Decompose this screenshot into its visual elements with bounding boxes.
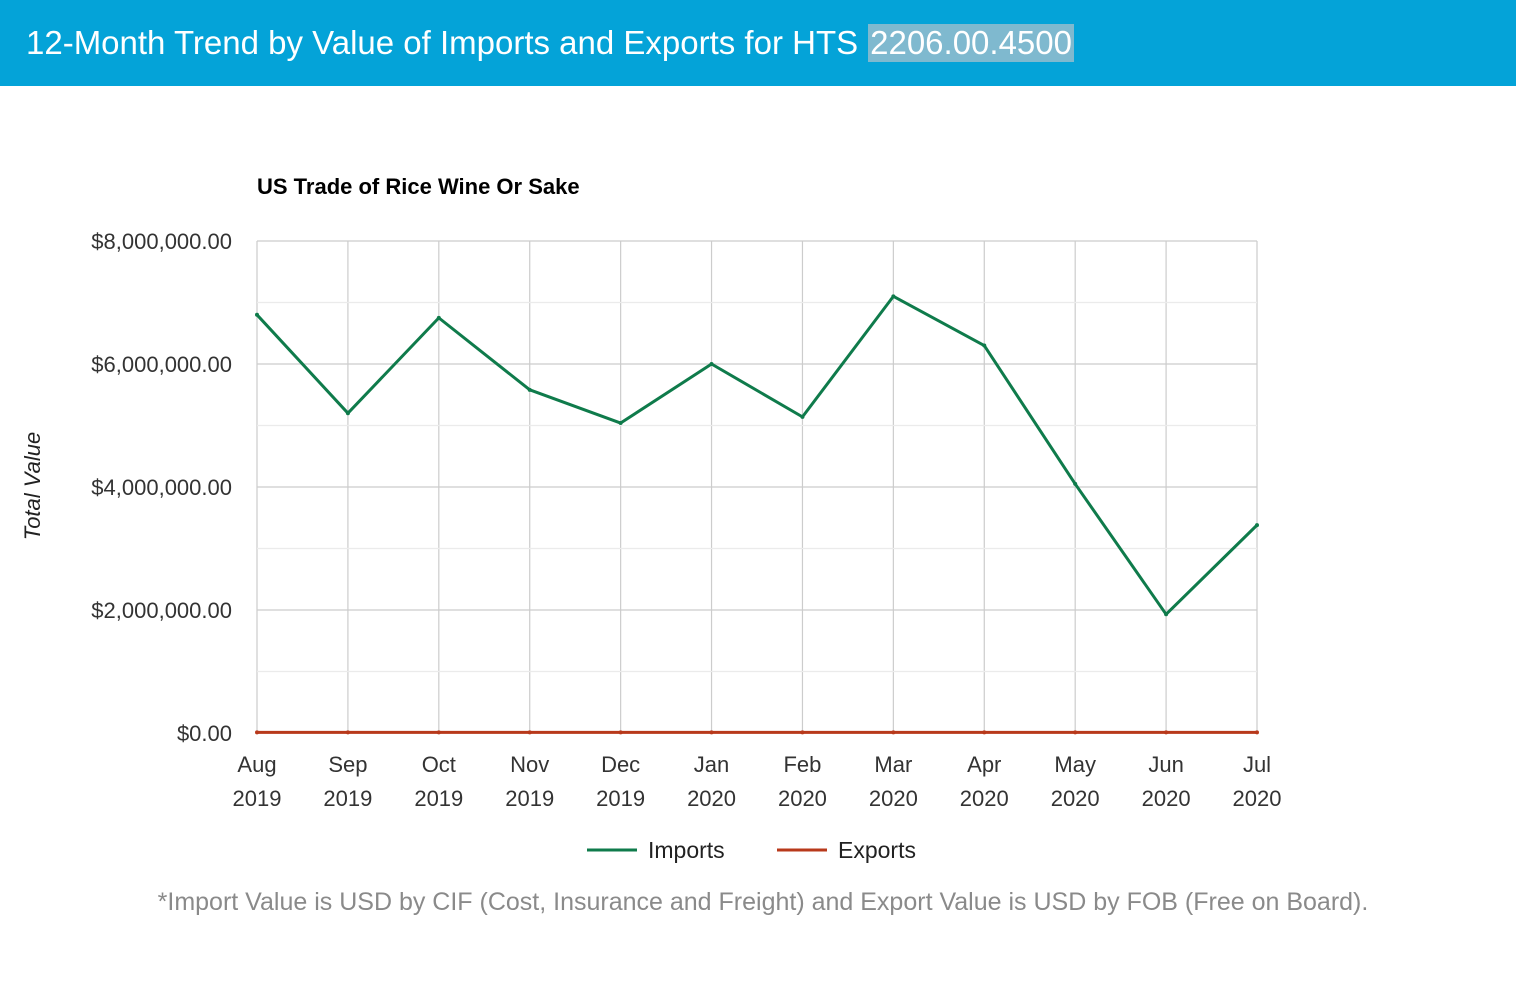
y-tick-label: $4,000,000.00 [91,475,232,500]
x-tick-label-year: 2020 [960,786,1009,811]
data-point-exports[interactable] [255,730,259,735]
data-point-exports[interactable] [1164,730,1169,735]
data-point-exports[interactable] [527,730,532,735]
page-header: 12-Month Trend by Value of Imports and E… [0,0,1516,86]
y-tick-label: $0.00 [177,721,232,746]
data-point-imports[interactable] [436,315,441,320]
trade-line-chart: US Trade of Rice Wine Or Sake Total Valu… [20,174,1282,863]
x-tick-label-year: 2019 [323,786,372,811]
x-tick-label-year: 2020 [1051,786,1100,811]
data-point-imports[interactable] [345,411,350,416]
data-point-exports[interactable] [436,730,441,735]
chart-title: US Trade of Rice Wine Or Sake [257,174,580,199]
x-tick-label-month: Jan [694,752,729,777]
x-tick-label-month: Apr [967,752,1001,777]
grid-lines [256,240,1258,734]
y-axis-label: Total Value [20,432,45,540]
x-tick-label-year: 2019 [596,786,645,811]
x-tick-label-year: 2020 [687,786,736,811]
x-tick-label-month: Dec [601,752,640,777]
x-tick-label-year: 2020 [869,786,918,811]
chart-legend: Imports Exports [587,837,916,863]
data-point-imports[interactable] [527,387,532,392]
data-point-exports[interactable] [345,730,350,735]
x-tick-label-year: 2020 [1233,786,1282,811]
series-line-imports[interactable] [255,294,1259,616]
x-tick-label-month: Feb [783,752,821,777]
hts-code[interactable]: 2206.00.4500 [868,24,1074,62]
x-tick-label-month: Sep [328,752,367,777]
data-point-imports[interactable] [982,343,987,348]
data-point-exports[interactable] [982,730,987,735]
legend-label-exports[interactable]: Exports [838,837,916,863]
x-tick-label-year: 2020 [1142,786,1191,811]
x-tick-labels: Aug 2019 Sep 2019 Oct 2019 Nov 2019 Dec 2019 Jan 20… [233,752,1282,811]
data-point-imports[interactable] [1164,612,1169,617]
footnote: *Import Value is USD by CIF (Cost, Insur… [157,888,1369,916]
x-tick-label-month: Nov [510,752,549,777]
data-point-imports[interactable] [1255,523,1259,528]
data-point-exports[interactable] [1073,730,1078,735]
x-tick-label-month: Jun [1148,752,1183,777]
data-point-exports[interactable] [800,730,805,735]
x-tick-label-month: Oct [422,752,456,777]
data-point-exports[interactable] [709,730,714,735]
data-point-imports[interactable] [891,294,896,299]
x-tick-label-year: 2020 [778,786,827,811]
series-lines [255,294,1259,735]
x-tick-label-month: May [1054,752,1096,777]
x-tick-label-month: Aug [237,752,276,777]
x-tick-label-month: Mar [874,752,912,777]
y-tick-label: $8,000,000.00 [91,229,232,254]
header-title: 12-Month Trend by Value of Imports and E… [26,24,859,61]
x-tick-label-month: Jul [1243,752,1271,777]
data-point-exports[interactable] [891,730,896,735]
data-point-exports[interactable] [1255,730,1259,735]
y-tick-label: $6,000,000.00 [91,352,232,377]
data-point-imports[interactable] [1073,481,1078,486]
legend-label-imports[interactable]: Imports [648,837,725,863]
y-tick-labels: $0.00 $2,000,000.00 $4,000,000.00 $6,000,00… [91,229,232,746]
y-tick-label: $2,000,000.00 [91,598,232,623]
x-tick-label-year: 2019 [233,786,282,811]
x-tick-label-year: 2019 [414,786,463,811]
data-point-imports[interactable] [709,362,714,366]
data-point-imports[interactable] [800,414,805,419]
data-point-exports[interactable] [618,730,623,735]
x-tick-label-year: 2019 [505,786,554,811]
data-point-imports[interactable] [255,312,259,317]
data-point-imports[interactable] [618,421,623,426]
